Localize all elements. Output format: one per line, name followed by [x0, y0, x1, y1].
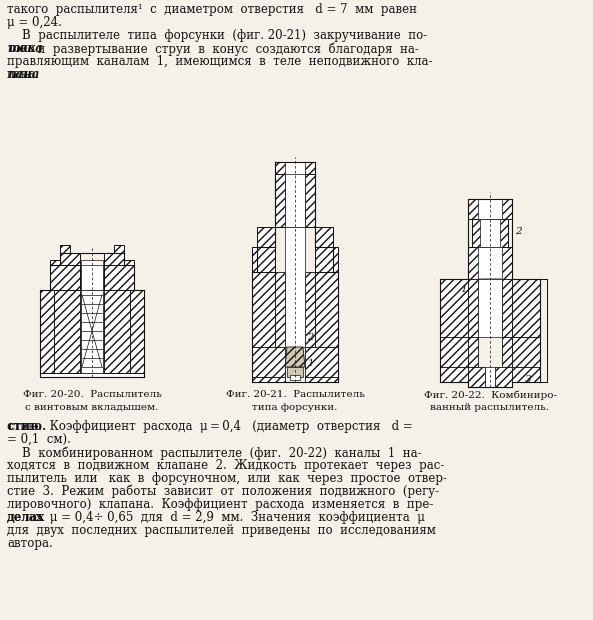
Bar [485, 367, 495, 387]
Polygon shape [275, 272, 285, 347]
Text: 2: 2 [515, 228, 522, 236]
Polygon shape [305, 377, 338, 382]
Polygon shape [104, 260, 122, 290]
Text: такого  распылителя¹  с  диаметром  отверстия   d = 7  мм  равен: такого распылителя¹ с диаметром отверсти… [7, 3, 417, 16]
Text: автора.: автора. [7, 537, 53, 550]
Polygon shape [502, 337, 512, 367]
Polygon shape [104, 292, 130, 372]
Bar [480, 219, 500, 247]
Text: и  развертывание  струи  в  конус  создаются  благодаря  на-: и развертывание струи в конус создаются … [30, 42, 419, 56]
Bar [468, 199, 512, 219]
Text: = 0,1  см).: = 0,1 см). [7, 433, 71, 446]
Polygon shape [478, 279, 502, 299]
Bar [315, 272, 338, 347]
Bar [114, 245, 124, 260]
Text: 1: 1 [460, 285, 467, 294]
Polygon shape [468, 279, 478, 337]
Text: с винтовым вкладышем.: с винтовым вкладышем. [25, 403, 159, 412]
Text: делах: делах [7, 511, 45, 524]
Polygon shape [495, 367, 512, 387]
Polygon shape [440, 367, 468, 382]
Bar [81, 292, 103, 372]
Bar [40, 290, 54, 375]
Text: Фиг. 20-21.  Распылитель: Фиг. 20-21. Распылитель [225, 390, 365, 399]
Bar [252, 272, 275, 347]
Text: ванный распылитель.: ванный распылитель. [431, 403, 550, 412]
Bar [104, 265, 134, 290]
Polygon shape [512, 367, 540, 382]
Polygon shape [512, 337, 540, 367]
Text: В  распылителе  типа  форсунки  (фиг. 20-21)  закручивание  по-: В распылителе типа форсунки (фиг. 20-21)… [7, 29, 427, 42]
Bar [287, 367, 303, 377]
Polygon shape [62, 260, 80, 290]
Text: делах  μ = 0,4÷ 0,65  для  d = 2,9  мм.  Значения  коэффициента  μ: делах μ = 0,4÷ 0,65 для d = 2,9 мм. Знач… [7, 511, 425, 524]
Bar [275, 172, 285, 227]
Text: типа форсунки.: типа форсунки. [252, 403, 337, 412]
Bar [305, 172, 315, 227]
Bar [60, 245, 70, 260]
Polygon shape [252, 377, 285, 382]
Bar [478, 279, 502, 337]
Bar [252, 247, 275, 272]
Bar [440, 279, 468, 337]
Bar [130, 290, 144, 373]
Bar [81, 260, 103, 290]
Text: 2: 2 [307, 332, 313, 342]
Polygon shape [54, 292, 80, 372]
Polygon shape [468, 337, 478, 367]
Bar [285, 172, 305, 227]
Polygon shape [502, 279, 512, 337]
Polygon shape [54, 290, 80, 373]
Bar [40, 373, 144, 377]
Bar [50, 260, 62, 290]
Text: 3: 3 [525, 374, 532, 384]
Text: 1: 1 [307, 360, 313, 368]
Bar [60, 253, 80, 265]
Polygon shape [305, 347, 338, 377]
Text: В  комбинированном  распылителе  (фиг.  20-22)  каналы  1  на-: В комбинированном распылителе (фиг. 20-2… [7, 446, 422, 459]
Bar [130, 290, 144, 375]
Text: тока: тока [7, 42, 35, 55]
Bar [478, 199, 502, 219]
Bar [104, 253, 124, 265]
Text: пана: пана [7, 68, 39, 81]
Text: стие  3.  Режим  работы  зависит  от  положения  подвижного  (регу-: стие 3. Режим работы зависит от положени… [7, 485, 439, 498]
Bar [478, 247, 502, 279]
Text: ходятся  в  подвижном  клапане  2.  Жидкость  протекает  через  рас-: ходятся в подвижном клапане 2. Жидкость … [7, 459, 444, 472]
Polygon shape [468, 367, 485, 387]
Bar [122, 260, 134, 290]
Text: μ = 0,24.: μ = 0,24. [7, 16, 62, 29]
Bar [81, 290, 103, 373]
Text: Фиг. 20-20.  Распылитель: Фиг. 20-20. Распылитель [23, 390, 161, 399]
Bar [315, 227, 333, 247]
Bar [468, 247, 512, 279]
Polygon shape [104, 290, 130, 373]
Bar [315, 247, 338, 272]
Bar [40, 290, 54, 373]
Text: Фиг. 20-22.  Комбиниро-: Фиг. 20-22. Комбиниро- [423, 390, 556, 399]
Text: для  двух  последних  распылителей  приведены  по  исследованиям: для двух последних распылителей приведен… [7, 524, 436, 537]
Bar [285, 162, 305, 174]
Text: стию.  Коэффициент  расхода  μ = 0,4   (диаметр  отверстия   d =: стию. Коэффициент расхода μ = 0,4 (диаме… [7, 420, 413, 433]
Bar [275, 162, 315, 174]
Text: правляющим  каналам  1,  имеющимся  в  теле  неподвижного  кла-: правляющим каналам 1, имеющимся в теле н… [7, 55, 432, 68]
Text: пылитель  или   как  в  форсуночном,  или  как  через  простое  отвер-: пылитель или как в форсуночном, или как … [7, 472, 447, 485]
Polygon shape [305, 272, 315, 347]
Polygon shape [440, 337, 468, 367]
Polygon shape [252, 347, 285, 377]
Text: пана: пана [7, 68, 37, 81]
Bar [290, 375, 300, 380]
Bar [512, 279, 540, 337]
Bar [81, 265, 103, 290]
Text: тока: тока [7, 42, 43, 55]
Text: стию.: стию. [7, 420, 46, 433]
Bar [472, 219, 508, 247]
Polygon shape [285, 347, 305, 367]
Bar [285, 227, 305, 347]
Text: лировочного)  клапана.  Коэффициент  расхода  изменяется  в  пре-: лировочного) клапана. Коэффициент расход… [7, 498, 433, 511]
Bar [257, 227, 275, 247]
Bar [50, 265, 80, 290]
